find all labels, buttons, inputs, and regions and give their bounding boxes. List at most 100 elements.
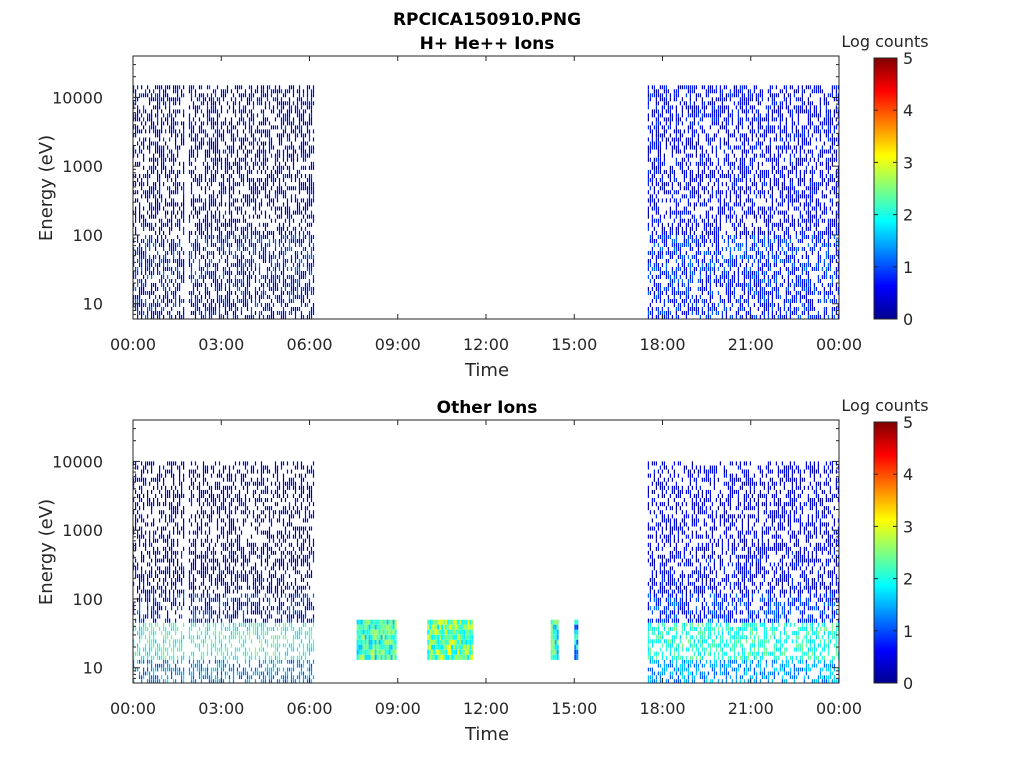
spectrogram-cell xyxy=(787,275,789,279)
spectrogram-cell xyxy=(218,251,221,255)
spectrogram-cell xyxy=(763,190,765,195)
spectrogram-cell xyxy=(206,113,209,118)
spectrogram-cell xyxy=(274,89,277,94)
spectrogram-cell xyxy=(703,259,705,263)
spectrogram-cell xyxy=(683,206,685,211)
spectrogram-cell xyxy=(695,218,697,223)
spectrogram-cell xyxy=(270,311,273,315)
spectrogram-cell xyxy=(143,251,145,255)
spectrogram-cell xyxy=(139,247,141,251)
spectrogram-cell xyxy=(767,307,769,311)
spectrogram-cell xyxy=(721,101,723,106)
spectrogram-cell xyxy=(212,251,215,255)
spectrogram-cell xyxy=(759,214,761,219)
spectrogram-cell xyxy=(759,194,761,199)
spectrogram-cell xyxy=(171,279,173,283)
spectrogram-cell xyxy=(753,271,755,275)
spectrogram-cell xyxy=(655,145,657,150)
spectrogram-cell xyxy=(711,174,713,179)
spectrogram-cell xyxy=(179,287,181,291)
spectrogram-cell xyxy=(212,121,215,126)
spectrogram-cell xyxy=(278,214,281,219)
spectrogram-cell xyxy=(721,315,723,319)
spectrogram-cell xyxy=(220,93,223,98)
spectrogram-cell xyxy=(753,178,755,183)
spectrogram-cell xyxy=(709,226,711,231)
spectrogram-cell xyxy=(767,97,769,102)
spectrogram-cell xyxy=(139,287,141,291)
spectrogram-cell xyxy=(673,299,675,303)
spectrogram-cell xyxy=(691,133,693,138)
spectrogram-cell xyxy=(143,153,145,158)
spectrogram-cell xyxy=(731,315,733,319)
spectrogram-cell xyxy=(260,101,263,106)
spectrogram-cell xyxy=(210,226,213,231)
spectrogram-cell xyxy=(693,230,695,235)
spectrogram-cell xyxy=(795,194,797,199)
spectrogram-cell xyxy=(274,239,277,243)
spectrogram-cell xyxy=(266,165,269,170)
spectrogram-cell xyxy=(707,315,709,319)
spectrogram-cell xyxy=(296,271,299,275)
spectrogram-cell xyxy=(793,283,795,287)
spectrogram-cell xyxy=(703,311,705,315)
spectrogram-cell xyxy=(133,113,135,118)
spectrogram-cell xyxy=(679,137,681,142)
spectrogram-cell xyxy=(681,210,683,215)
spectrogram-cell xyxy=(220,299,223,303)
spectrogram-cell xyxy=(286,303,289,307)
spectrogram-cell xyxy=(699,157,701,162)
spectrogram-cell xyxy=(260,247,263,251)
spectrogram-cell xyxy=(188,121,191,126)
spectrogram-cell xyxy=(256,85,259,90)
spectrogram-cell xyxy=(232,93,235,98)
spectrogram-cell xyxy=(749,186,751,191)
spectrogram-cell xyxy=(703,165,705,170)
spectrogram-cell xyxy=(725,283,727,287)
spectrogram-cell xyxy=(763,206,765,211)
spectrogram-cell xyxy=(649,271,651,275)
spectrogram-cell xyxy=(149,165,151,170)
spectrogram-cell xyxy=(159,315,161,319)
spectrogram-cell xyxy=(274,178,277,183)
spectrogram-cell xyxy=(226,169,229,174)
spectrogram-cell xyxy=(647,153,649,158)
spectrogram-cell xyxy=(242,230,245,235)
spectrogram-cell xyxy=(749,279,751,283)
spectrogram-cell xyxy=(701,125,703,130)
spectrogram-cell xyxy=(795,174,797,179)
spectrogram-cell xyxy=(194,222,197,227)
spectrogram-cell xyxy=(228,299,231,303)
spectrogram-cell xyxy=(276,226,279,231)
spectrogram-cell xyxy=(270,271,273,275)
spectrogram-cell xyxy=(779,137,781,142)
spectrogram-cell xyxy=(767,117,769,122)
spectrogram-cell xyxy=(789,198,791,203)
spectrogram-cell xyxy=(717,279,719,283)
spectrogram-cell xyxy=(288,145,291,150)
spectrogram-cell xyxy=(757,210,759,215)
spectrogram-cell xyxy=(159,149,161,154)
spectrogram-cell xyxy=(290,121,293,126)
spectrogram-cell xyxy=(216,194,219,199)
spectrogram-cell xyxy=(763,129,765,134)
spectrogram-cell xyxy=(230,133,233,138)
spectrogram-cell xyxy=(779,169,781,174)
spectrogram-cell xyxy=(274,255,277,259)
spectrogram-cell xyxy=(254,279,257,283)
spectrogram-cell xyxy=(145,174,147,179)
spectrogram-cell xyxy=(194,295,197,299)
spectrogram-cell xyxy=(175,243,177,247)
spectrogram-cell xyxy=(151,311,153,315)
spectrogram-cell xyxy=(773,125,775,130)
spectrogram-cell xyxy=(286,186,289,191)
spectrogram-cell xyxy=(777,169,779,174)
spectrogram-cell xyxy=(254,206,257,211)
spectrogram-cell xyxy=(192,243,195,247)
spectrogram-cell xyxy=(175,109,177,114)
spectrogram-cell xyxy=(198,299,201,303)
spectrogram-cell xyxy=(653,125,655,130)
spectrogram-cell xyxy=(777,178,779,183)
spectrogram-cell xyxy=(308,137,311,142)
spectrogram-cell xyxy=(260,121,263,126)
